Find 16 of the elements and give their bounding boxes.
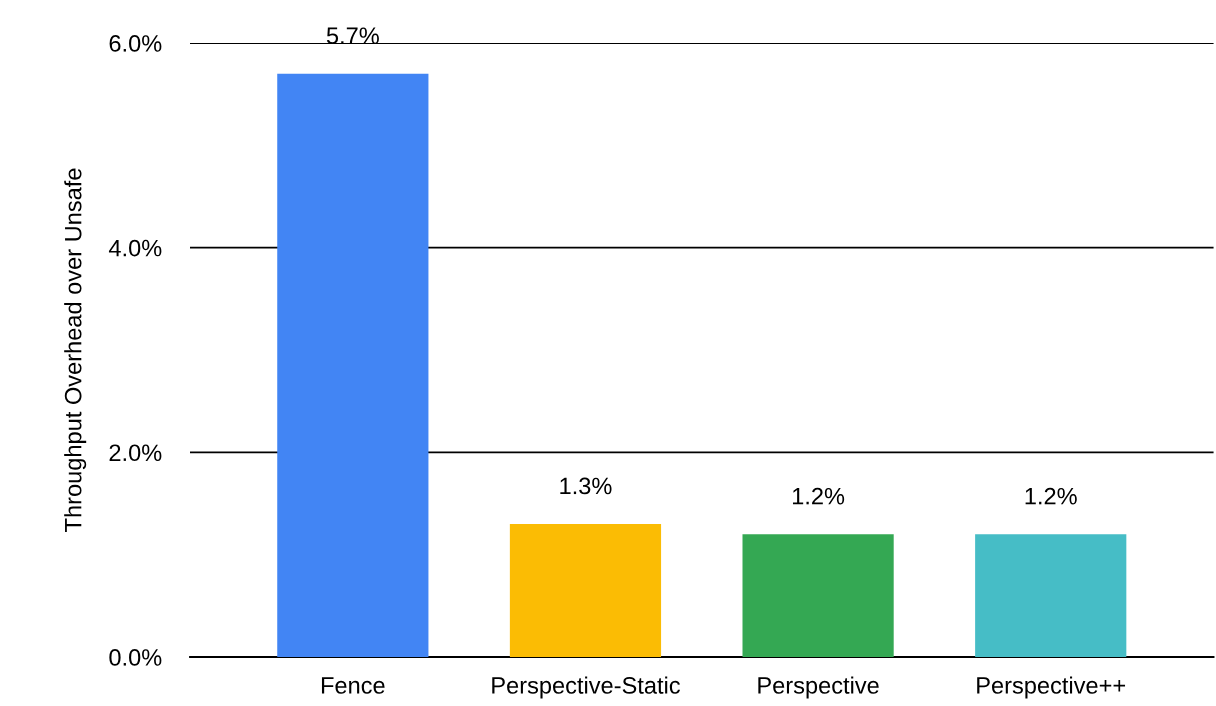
bar: [742, 534, 894, 657]
data-label: 1.2%: [792, 487, 845, 505]
y-tick-label: 2.0%: [109, 444, 162, 462]
x-tick-label: Perspective++: [977, 676, 1126, 699]
y-tick-label: 4.0%: [108, 239, 162, 257]
x-tick-label: Perspective-Static: [492, 676, 680, 699]
bar: [277, 73, 429, 657]
x-tick-label: Fence: [321, 677, 385, 694]
bar: [509, 523, 662, 657]
y-tick-label: 0.0%: [109, 649, 162, 666]
x-tick-label: Perspective: [758, 676, 879, 699]
y-axis-title: Throughput Overhead over Unsafe: [64, 168, 87, 532]
y-tick-label: 6.0%: [109, 35, 162, 52]
data-label: 1.2%: [1025, 487, 1077, 505]
data-label: 1.3%: [560, 477, 612, 495]
bar: [975, 534, 1127, 657]
